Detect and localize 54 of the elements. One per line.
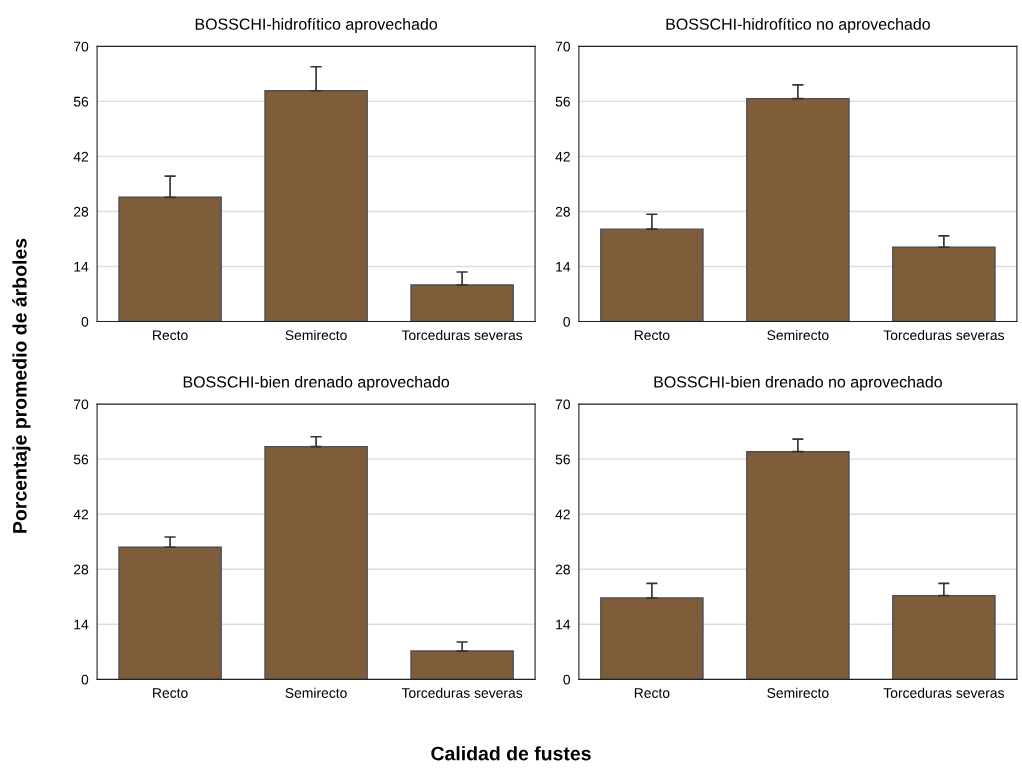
- chart-title: BOSSCHI-hidrofítico aprovechado: [195, 17, 438, 33]
- y-tick-label: 70: [74, 41, 89, 52]
- bar: [600, 597, 704, 680]
- y-tick-label: 70: [555, 399, 571, 410]
- y-tick-label: 56: [555, 454, 570, 465]
- x-tick-label: Semirecto: [285, 687, 347, 698]
- y-tick-label: 56: [555, 96, 570, 107]
- y-tick-label: 56: [73, 454, 89, 465]
- y-tick-label: 28: [74, 564, 89, 575]
- x-tick-label: Recto: [153, 330, 188, 341]
- bar: [600, 228, 704, 322]
- x-axis-title: Calidad de fustes: [431, 746, 591, 761]
- y-tick-label: 28: [555, 206, 570, 217]
- x-tick-label: Torceduras severas: [883, 687, 1004, 698]
- bar: [892, 594, 996, 680]
- chart-title: BOSSCHI-bien drenado no aprovechado: [654, 375, 942, 391]
- y-tick-label: 28: [74, 206, 89, 217]
- y-tick-label: 28: [555, 564, 570, 575]
- bar: [410, 650, 514, 680]
- bar: [264, 445, 368, 680]
- y-tick-label: 14: [556, 261, 571, 272]
- y-tick-label: 56: [73, 96, 89, 107]
- bar: [264, 90, 368, 322]
- x-tick-label: Recto: [634, 330, 670, 341]
- x-tick-label: Torceduras severas: [401, 329, 523, 341]
- y-tick-label: 0: [81, 316, 89, 327]
- bar: [410, 284, 514, 322]
- y-tick-label: 70: [555, 41, 571, 52]
- y-tick-label: 14: [556, 619, 571, 630]
- x-tick-label: Semirecto: [767, 687, 829, 698]
- y-tick-label: 42: [555, 151, 570, 162]
- x-tick-label: Torceduras severas: [883, 329, 1004, 341]
- x-tick-label: Semirecto: [767, 329, 829, 341]
- y-tick-label: 70: [74, 399, 89, 410]
- y-tick-label: 42: [73, 509, 89, 520]
- chart-title: BOSSCHI-bien drenado aprovechado: [183, 375, 450, 391]
- y-tick-label: 42: [73, 151, 89, 162]
- x-tick-label: Recto: [634, 688, 670, 698]
- y-tick-label: 42: [555, 509, 570, 520]
- bar: [746, 451, 850, 680]
- bar: [892, 246, 996, 322]
- y-tick-label: 0: [563, 316, 571, 327]
- x-tick-label: Torceduras severas: [401, 687, 523, 698]
- y-tick-label: 0: [563, 674, 571, 685]
- y-tick-label: 14: [74, 261, 89, 272]
- y-tick-label: 14: [74, 619, 89, 630]
- y-tick-label: 0: [81, 674, 89, 685]
- bar: [118, 196, 222, 322]
- x-tick-label: Recto: [153, 688, 188, 698]
- x-tick-label: Semirecto: [285, 329, 347, 341]
- bar: [118, 546, 222, 680]
- chart-title: BOSSCHI-hidrofítico no aprovechado: [666, 17, 930, 33]
- y-axis-title: Porcentaje promedio de árboles: [12, 238, 31, 533]
- bar: [746, 97, 850, 322]
